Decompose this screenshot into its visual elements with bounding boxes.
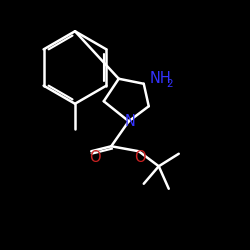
Text: O: O xyxy=(89,150,101,165)
Text: 2: 2 xyxy=(166,79,173,89)
Text: NH: NH xyxy=(150,71,172,86)
Text: N: N xyxy=(124,114,136,129)
Text: O: O xyxy=(134,150,145,165)
